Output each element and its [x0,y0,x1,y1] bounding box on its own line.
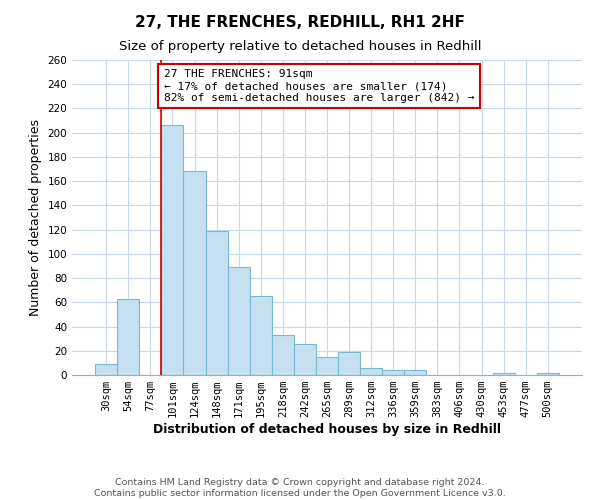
Text: 27, THE FRENCHES, REDHILL, RH1 2HF: 27, THE FRENCHES, REDHILL, RH1 2HF [135,15,465,30]
Bar [117,298,139,375]
Bar [206,231,227,375]
Bar [227,267,250,375]
Bar [250,296,272,375]
Text: Size of property relative to detached houses in Redhill: Size of property relative to detached ho… [119,40,481,53]
Text: Contains HM Land Registry data © Crown copyright and database right 2024.
Contai: Contains HM Land Registry data © Crown c… [94,478,506,498]
Bar [184,172,206,375]
Bar [316,357,338,375]
Bar [404,370,427,375]
Bar [360,368,382,375]
Y-axis label: Number of detached properties: Number of detached properties [29,119,42,316]
Bar [272,335,294,375]
X-axis label: Distribution of detached houses by size in Redhill: Distribution of detached houses by size … [153,423,501,436]
Text: 27 THE FRENCHES: 91sqm
← 17% of detached houses are smaller (174)
82% of semi-de: 27 THE FRENCHES: 91sqm ← 17% of detached… [164,70,475,102]
Bar [95,364,117,375]
Bar [161,126,184,375]
Bar [382,370,404,375]
Bar [537,372,559,375]
Bar [338,352,360,375]
Bar [493,372,515,375]
Bar [294,344,316,375]
